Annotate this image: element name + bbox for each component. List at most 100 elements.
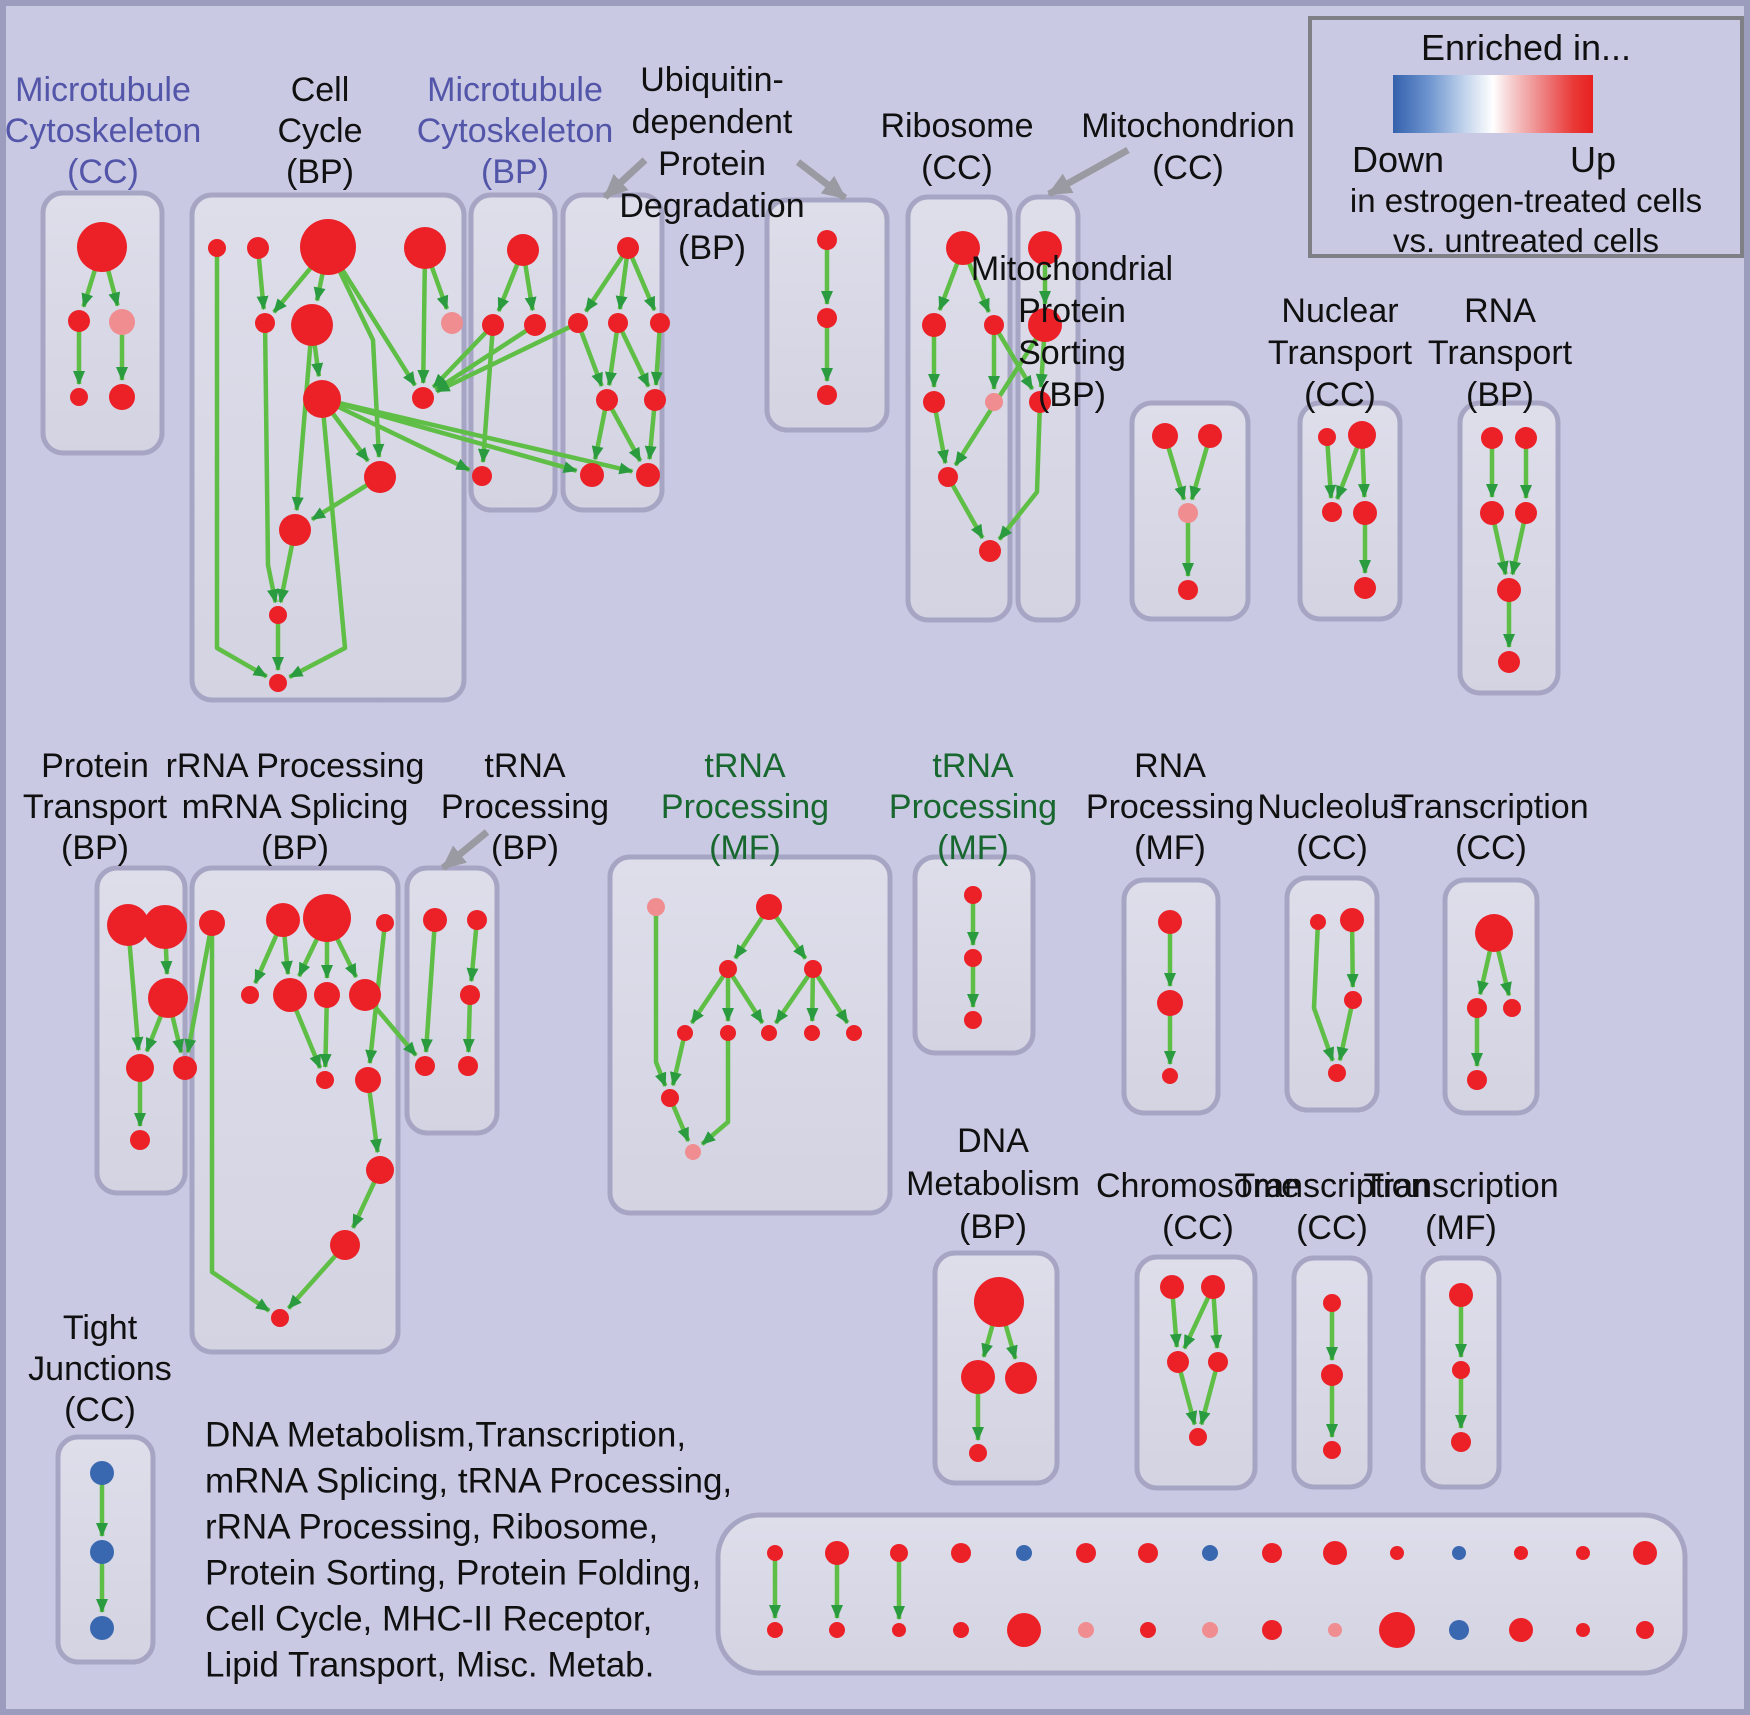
- go-term-node-i5: [1354, 577, 1376, 599]
- edge-arrow-n1-n10: [653, 911, 668, 1087]
- cluster-label-tight-junctions: Tight Junctions (CC): [28, 1309, 172, 1429]
- cluster-label-rna-processing: RNA Processing (MF): [1086, 747, 1254, 867]
- go-term-node-h3: [1178, 503, 1198, 523]
- go-term-node-x6t: [1076, 1543, 1096, 1563]
- go-term-node-d3: [608, 313, 628, 333]
- go-term-node-k5: [173, 1056, 197, 1080]
- edge-arrow-b2-b5: [256, 253, 269, 311]
- go-term-node-b7: [441, 312, 463, 334]
- edge-arrow-c3-b9: [434, 326, 532, 392]
- edge-arrow-d4-d6: [650, 327, 663, 386]
- edge-arrow-f1-f2: [937, 255, 963, 311]
- edge-arrow-n2-n3: [733, 911, 768, 960]
- go-term-node-l10: [355, 1067, 381, 1093]
- go-term-node-n4: [804, 960, 822, 978]
- edge-arrow-n4-n8: [806, 973, 819, 1022]
- go-term-node-f2: [922, 313, 946, 337]
- go-term-node-l3: [303, 894, 351, 942]
- go-term-node-o2: [964, 949, 982, 967]
- go-term-node-b2: [247, 237, 269, 259]
- go-term-node-f7: [979, 540, 1001, 562]
- edge-arrow-t2-t3: [1182, 1291, 1213, 1350]
- edge-arrow-n3-n5: [689, 971, 728, 1025]
- go-term-node-d2: [568, 313, 588, 333]
- edge-arrow-b8-c4: [329, 401, 471, 472]
- edge-arrow-f1-f3: [964, 255, 991, 313]
- go-term-node-n11: [685, 1144, 701, 1160]
- go-term-node-b6: [291, 304, 333, 346]
- go-term-node-u2: [1321, 1364, 1343, 1386]
- callout-arrow-ubiquitin-to-right-box-icon: [795, 159, 848, 201]
- go-term-node-i4: [1353, 501, 1377, 525]
- go-term-node-x13t: [1514, 1546, 1528, 1560]
- go-term-node-v2: [1452, 1361, 1470, 1379]
- go-term-node-x5b: [1007, 1613, 1041, 1647]
- go-term-node-n1: [647, 898, 665, 916]
- edge-arrow-d5-d8: [607, 403, 643, 463]
- edge-arrow-n3-n7: [728, 971, 765, 1025]
- go-term-node-j2: [1515, 427, 1537, 449]
- go-term-node-g3: [1029, 391, 1051, 413]
- go-term-node-l6: [273, 978, 307, 1012]
- go-term-node-x9b: [1262, 1620, 1282, 1640]
- go-term-node-d8: [636, 463, 660, 487]
- edge-arrow-f3-g3: [994, 328, 1035, 391]
- go-term-node-l9: [316, 1071, 334, 1089]
- go-term-node-a1: [77, 222, 127, 272]
- go-term-node-m2: [467, 910, 487, 930]
- edge-arrow-l8-m4: [368, 999, 418, 1057]
- go-term-node-x8t: [1202, 1545, 1218, 1561]
- cluster-label-transcription-cc-2: Transcription (CC): [1234, 1167, 1429, 1247]
- go-term-node-d4: [650, 313, 670, 333]
- edge-arrow-d6-d8: [644, 405, 657, 461]
- go-term-node-h1: [1152, 423, 1178, 449]
- go-term-node-r2: [1467, 998, 1487, 1018]
- go-term-node-x15t: [1633, 1541, 1657, 1565]
- go-term-node-o3: [964, 1011, 982, 1029]
- cluster-box-mt-cc-box: [40, 190, 165, 456]
- go-term-node-x3t: [890, 1544, 908, 1562]
- go-term-node-n5: [677, 1025, 693, 1041]
- edge-arrow-c1-c2: [496, 256, 523, 313]
- go-term-node-b5: [255, 313, 275, 333]
- go-term-node-b11: [364, 461, 396, 493]
- edge-arrow-i2-i4: [1357, 441, 1370, 498]
- edge-arrow-b8-d7: [330, 399, 578, 473]
- go-term-node-n2: [756, 894, 782, 920]
- go-term-node-l8: [349, 979, 381, 1011]
- edge-arrow-b8-b11: [325, 405, 370, 463]
- edge-arrow-j4-j5: [1509, 517, 1527, 576]
- go-term-node-x13b: [1509, 1618, 1533, 1642]
- cluster-label-mt-bp: Microtubule Cytoskeleton (BP): [417, 71, 614, 191]
- go-term-node-f4: [923, 391, 945, 413]
- callout-arrow-mitochondrion-to-box-icon: [1047, 146, 1130, 198]
- go-term-node-l13: [271, 1309, 289, 1327]
- go-term-node-s2: [961, 1360, 995, 1394]
- edge-arrow-j3-j5: [1491, 518, 1509, 576]
- edge-arrow-t2-t4: [1210, 1292, 1223, 1349]
- go-term-node-q1: [1310, 914, 1326, 930]
- go-term-node-a5: [109, 384, 135, 410]
- go-term-node-q4: [1328, 1064, 1346, 1082]
- go-term-node-i1: [1318, 428, 1336, 446]
- go-term-node-x4b: [953, 1622, 969, 1638]
- edge-arrow-d3-d5: [605, 327, 620, 387]
- edge-arrow-b5-b12: [262, 327, 279, 604]
- cluster-label-rrna-mrna: rRNA Processing mRNA Splicing (BP): [166, 747, 425, 867]
- edge-arrow-g2-g3: [1035, 333, 1048, 388]
- go-term-node-c1: [507, 234, 539, 266]
- edge-arrow-c2-b9: [431, 327, 491, 389]
- legend-gradient-bar: [1393, 75, 1593, 133]
- go-term-node-j4: [1515, 502, 1537, 524]
- go-term-node-j6: [1498, 651, 1520, 673]
- edge-arrow-h2-h3: [1189, 441, 1211, 501]
- edge-arrow-n4-n7: [773, 971, 813, 1025]
- go-term-node-j3: [1480, 501, 1504, 525]
- go-term-node-l7: [314, 982, 340, 1008]
- edge-arrow-k1-k4: [126, 935, 144, 1052]
- go-term-node-b1: [208, 239, 226, 257]
- edge-arrow-n2-n4: [770, 910, 808, 960]
- go-term-node-a4: [70, 388, 88, 406]
